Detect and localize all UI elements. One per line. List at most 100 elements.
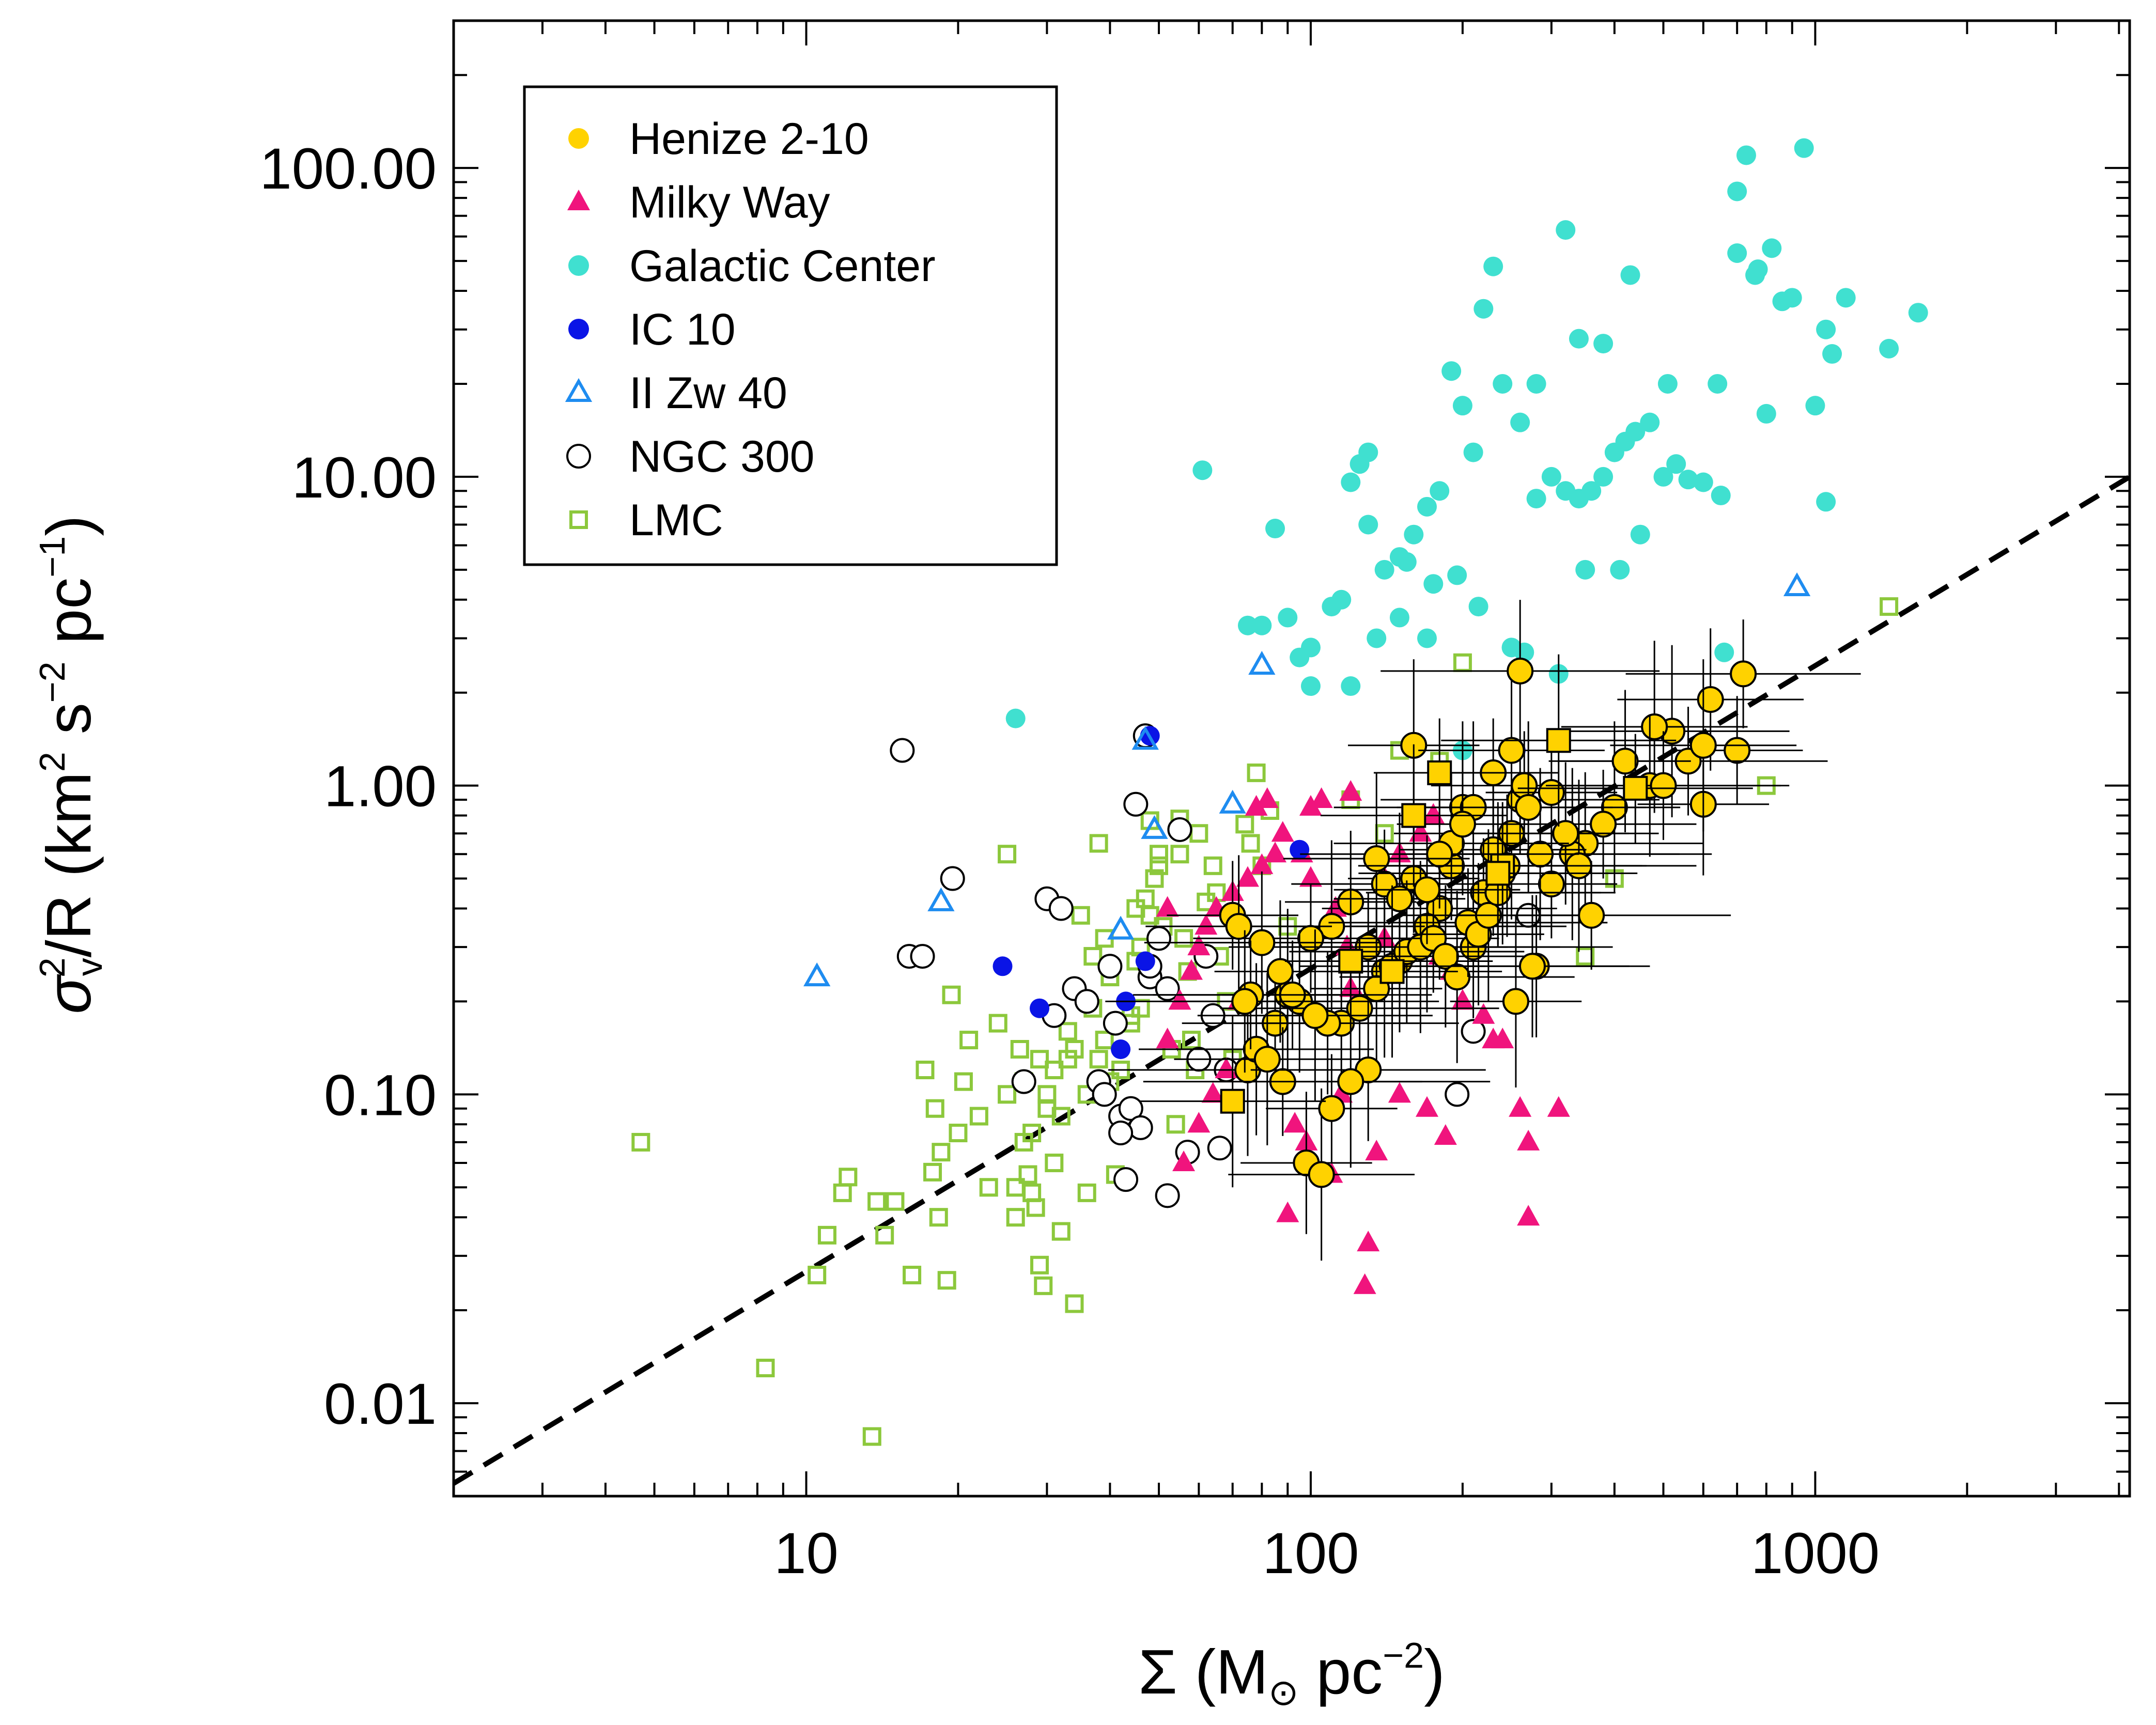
data-point-lmc [862,1427,881,1446]
data-point-lmc [1174,929,1193,948]
data-point-lmc [1010,1040,1029,1059]
data-point-galactic-center [1794,138,1814,158]
data-point-galactic-center [1569,329,1589,349]
data-point-milky-way [1255,787,1279,808]
data-point-lmc [925,1099,944,1118]
data-point-henize-2-10 [1248,929,1276,956]
data-point-lmc [1095,1031,1114,1050]
legend-entry: IC 10 [568,305,736,354]
data-point-milky-way [1271,821,1294,842]
x-tick-label: 10 [774,1521,839,1586]
data-point-milky-way [1517,1205,1540,1226]
data-point-lmc [979,1178,998,1197]
data-point-lmc [1018,1165,1037,1184]
data-point-henize-2-10-squares [1427,760,1452,785]
data-point-milky-way [1187,935,1211,956]
data-point-lmc [1189,824,1208,843]
data-point-galactic-center [1367,628,1387,648]
data-point-henize-2-10 [1650,772,1677,799]
data-point-henize-2-10 [1432,943,1459,970]
legend-label: IC 10 [629,305,736,354]
data-point-henize-2-10 [1363,845,1390,873]
series-ii-zw-40 [803,572,1811,987]
data-point-milky-way [1482,1028,1505,1049]
data-point-ngc-300 [1048,896,1074,921]
data-point-milky-way [1324,896,1347,917]
data-point-henize-2-10 [1538,779,1565,806]
data-point-galactic-center [1358,442,1378,462]
data-point-galactic-center [1265,519,1285,539]
data-point-lmc [1247,763,1266,782]
data-point-henize-2-10 [1225,913,1252,940]
data-point-lmc [756,1358,775,1377]
data-point-galactic-center [1389,608,1409,628]
data-point-lmc [875,1225,894,1245]
data-point-lmc [1051,1222,1071,1241]
data-point-henize-2-10 [1426,841,1453,868]
data-point-lmc [1150,856,1169,875]
data-point-ngc-300 [1155,976,1180,1001]
data-point-milky-way [1517,1129,1540,1151]
data-point-galactic-center [1879,338,1899,359]
data-point-galactic-center [1816,492,1836,512]
data-point-milky-way [1388,1082,1411,1103]
legend-marker [565,378,593,402]
data-point-galactic-center [1666,454,1686,474]
data-point-galactic-center [1468,597,1488,617]
data-point-galactic-center [1341,472,1361,492]
plot-frame [452,19,2131,1498]
data-point-galactic-center [1526,489,1546,509]
data-point-milky-way [1415,1096,1438,1117]
data-point-lmc [1235,815,1254,834]
data-point-galactic-center [1653,467,1673,487]
data-point-henize-2-10 [1515,794,1542,821]
data-point-lmc [1089,1050,1108,1069]
data-point-galactic-center [1005,708,1026,728]
data-point-henize-2-10 [1444,963,1471,991]
data-point-ic-10 [992,956,1013,976]
y-tick-label: 1.00 [324,754,437,819]
data-point-lmc [886,1192,905,1211]
data-point-galactic-center [1782,288,1802,308]
data-point-lmc [808,1266,827,1285]
data-point-lmc [1077,1183,1096,1202]
data-point-lmc [1131,999,1150,1018]
data-point-ngc-300 [1092,1082,1117,1107]
data-point-galactic-center [1322,597,1342,617]
data-point-galactic-center [1736,145,1756,165]
legend-marker [568,319,589,339]
data-point-lmc [988,1014,1007,1033]
data-point-henize-2-10 [1730,660,1757,688]
legend-box [523,85,1058,566]
data-point-lmc [1150,845,1169,864]
data-point-milky-way [1201,1082,1224,1103]
data-point-ngc-300 [1207,1136,1232,1161]
data-point-lmc [949,1124,968,1143]
data-point-lmc [903,1266,922,1285]
data-point-henize-2-10 [1511,772,1538,799]
data-point-galactic-center [1630,524,1650,545]
data-point-lmc [1203,856,1222,875]
data-point-galactic-center [1423,574,1444,594]
data-point-milky-way [1187,1112,1211,1133]
data-point-galactic-center [1192,460,1213,480]
data-point-ngc-300 [1445,1082,1470,1107]
data-point-lmc [1006,1178,1025,1197]
legend-entries: Henize 2-10 Milky Way Galactic Center IC 10… [565,114,936,545]
data-point-ngc-300 [1108,1121,1134,1146]
data-point-lmc [929,1208,948,1227]
data-point-milky-way [1547,1096,1570,1117]
data-point-lmc [1065,1040,1084,1059]
data-point-lmc [867,1192,887,1211]
data-point-ic-10 [1111,1039,1131,1060]
legend-entry: II Zw 40 [565,368,787,418]
data-point-milky-way [1339,780,1362,801]
data-point-galactic-center [1556,481,1576,501]
data-point-lmc [1576,947,1595,966]
data-point-lmc [1145,869,1164,888]
data-point-milky-way [1509,1096,1532,1117]
data-point-galactic-center [1473,299,1494,319]
data-point-ngc-300 [1118,1096,1143,1121]
data-point-lmc [1045,1061,1064,1080]
